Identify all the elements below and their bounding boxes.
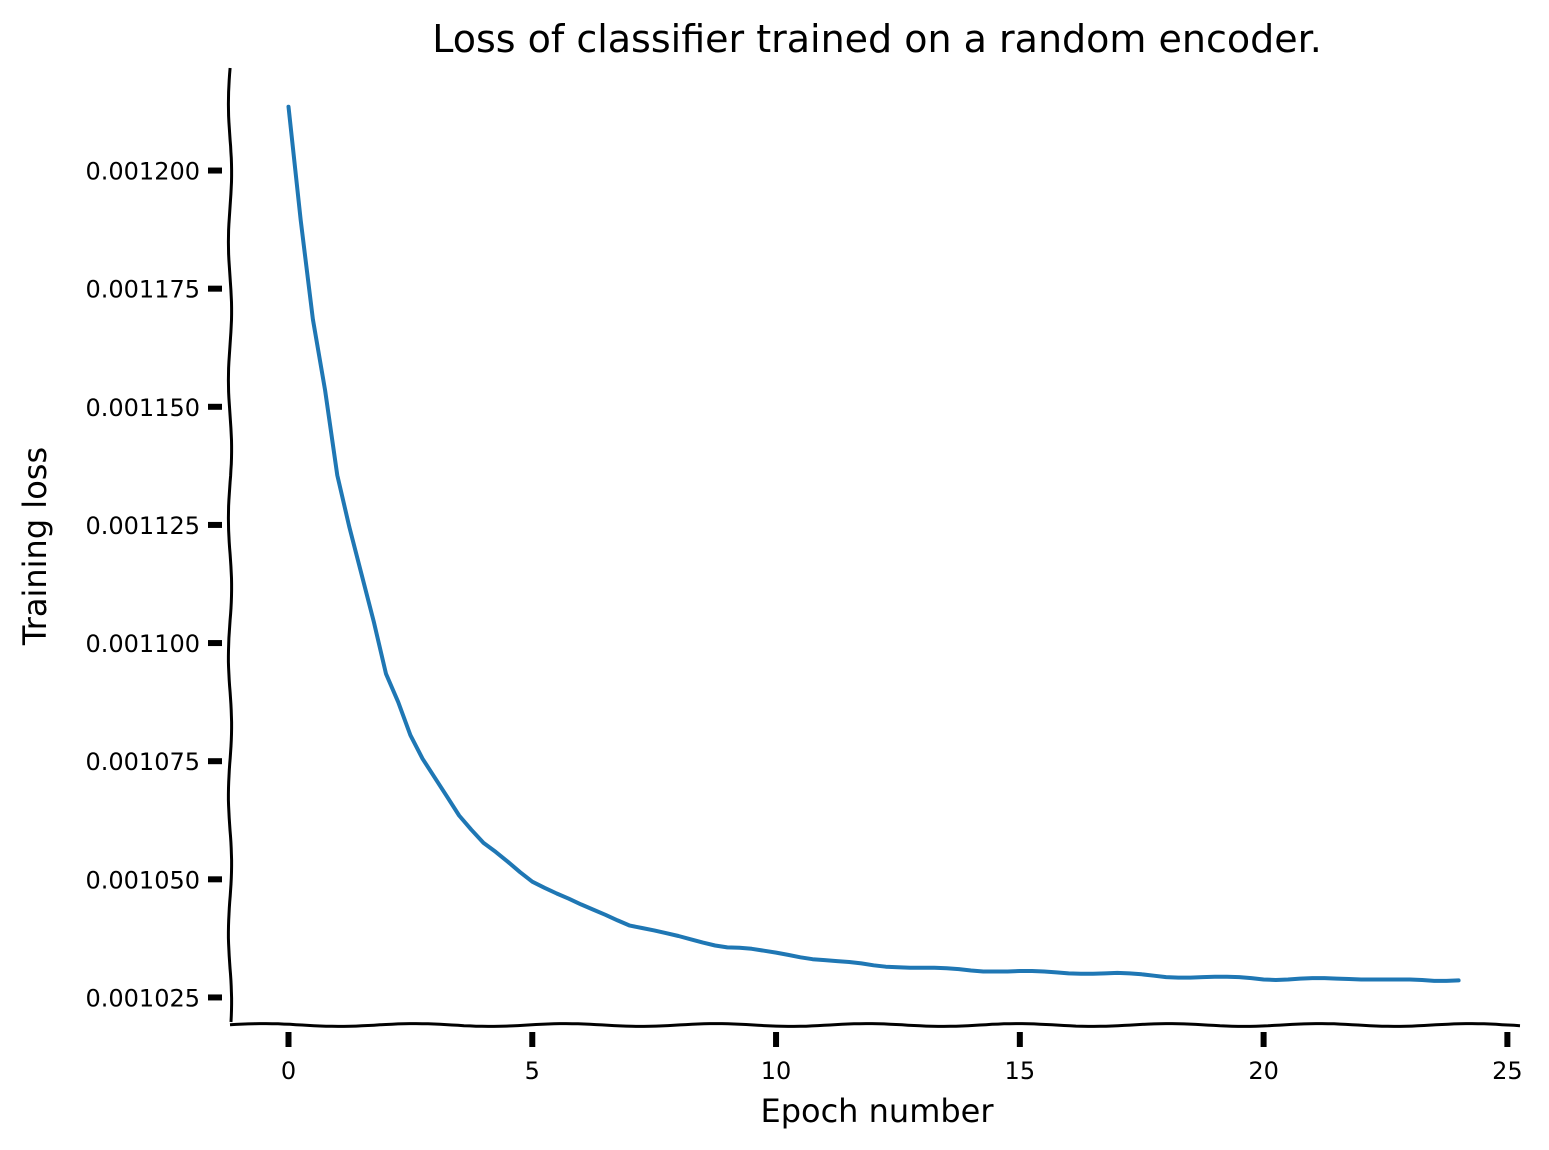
x-axis-ticks: 0 5 10 15 20 25 bbox=[281, 1032, 1523, 1085]
y-tick-label: 0.001050 bbox=[85, 866, 200, 894]
x-tick-label: 5 bbox=[525, 1057, 540, 1085]
x-axis-line bbox=[229, 1022, 1521, 1028]
y-tick-label: 0.001175 bbox=[85, 276, 200, 304]
y-tick-label: 0.001075 bbox=[85, 748, 200, 776]
y-tick-label: 0.001150 bbox=[85, 394, 200, 422]
x-axis-label: Epoch number bbox=[760, 1092, 994, 1130]
y-tick-label: 0.001025 bbox=[85, 984, 200, 1012]
x-tick-label: 25 bbox=[1492, 1057, 1523, 1085]
y-axis-label: Training loss bbox=[16, 447, 54, 646]
x-tick-label: 0 bbox=[281, 1057, 296, 1085]
y-tick-label: 0.001100 bbox=[85, 630, 200, 658]
y-axis-ticks: 0.001025 0.001050 0.001075 0.001100 0.001125… bbox=[85, 158, 222, 1012]
y-axis-line bbox=[226, 67, 234, 1023]
x-tick-label: 15 bbox=[1005, 1057, 1036, 1085]
chart-title: Loss of classifier trained on a random e… bbox=[432, 17, 1322, 61]
x-tick-label: 20 bbox=[1248, 1057, 1279, 1085]
training-loss-line bbox=[286, 104, 1461, 983]
y-tick-label: 0.001125 bbox=[85, 512, 200, 540]
y-tick-label: 0.001200 bbox=[85, 158, 200, 186]
x-tick-label: 10 bbox=[761, 1057, 792, 1085]
